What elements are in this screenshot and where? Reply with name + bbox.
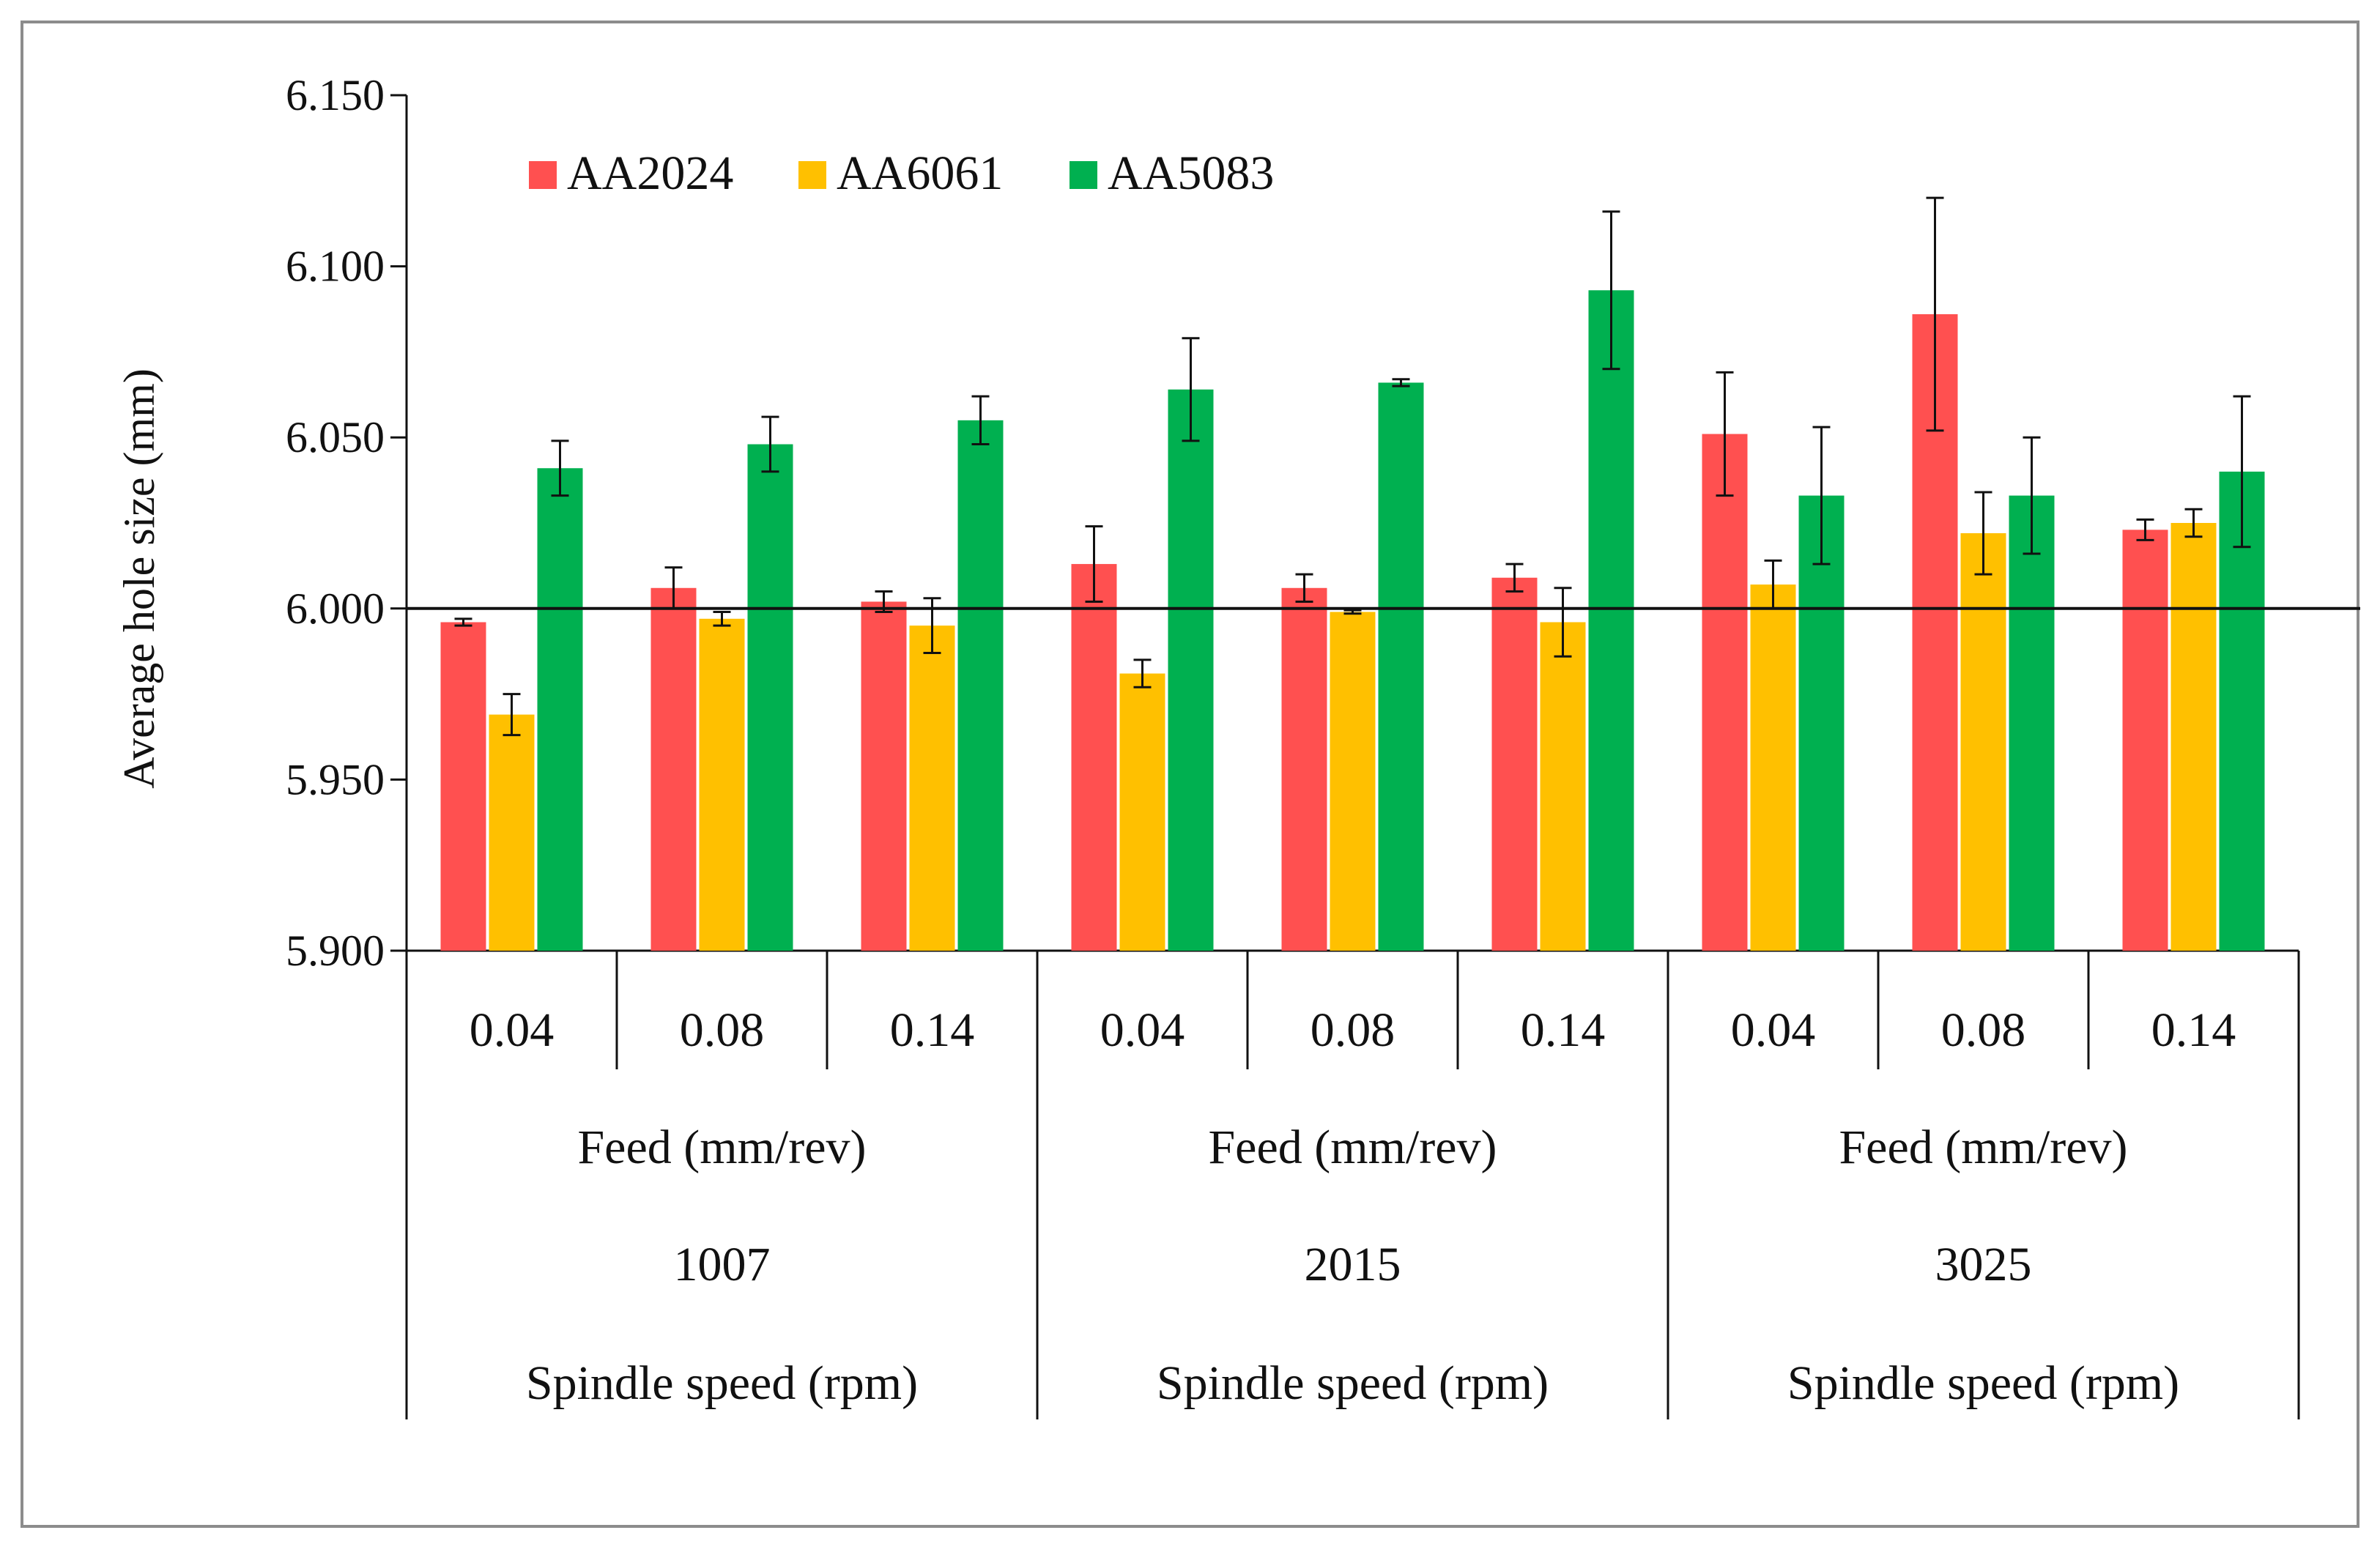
bar-aa6061: [1330, 612, 1376, 951]
bar-aa5083: [1168, 389, 1214, 951]
bar-aa2024: [440, 622, 486, 951]
error-bars-layer: [454, 196, 2251, 737]
bar-aa6061: [699, 618, 745, 951]
spindle-speed-axis-label: Spindle speed (rpm): [1157, 1356, 1549, 1410]
bar-aa5083: [1378, 382, 1424, 951]
feed-tick-label: 0.04: [470, 1003, 555, 1057]
bar-aa6061: [1750, 584, 1796, 951]
y-tick-label: 6.150: [286, 71, 385, 119]
feed-tick-label: 0.14: [1521, 1003, 1606, 1057]
y-tick-label: 6.100: [286, 242, 385, 291]
spindle-speed-value: 3025: [1935, 1238, 2032, 1291]
bar-aa2024: [861, 601, 907, 951]
spindle-speed-axis-label: Spindle speed (rpm): [526, 1356, 918, 1410]
y-tick-label: 5.950: [286, 755, 385, 803]
legend-label-aa2024: AA2024: [567, 146, 733, 200]
bar-aa2024: [1071, 564, 1117, 951]
spindle-speed-value: 1007: [674, 1238, 771, 1291]
legend-swatch-aa6061: [798, 161, 826, 189]
bar-aa6061: [1540, 622, 1586, 951]
bar-aa5083: [2009, 495, 2055, 951]
y-ticks: 5.900 5.950 6.000 6.050 6.100 6.150: [286, 71, 407, 975]
y-tick-label: 5.900: [286, 927, 385, 975]
feed-axis-label: Feed (mm/rev): [1208, 1121, 1497, 1174]
bar-aa6061: [909, 625, 955, 951]
bar-aa2024: [2122, 530, 2168, 951]
bar-aa6061: [489, 714, 535, 951]
feed-axis-label: Feed (mm/rev): [577, 1121, 866, 1174]
legend-swatch-aa5083: [1069, 161, 1097, 189]
bar-aa2024: [650, 587, 697, 951]
feed-tick-label: 0.08: [1311, 1003, 1395, 1057]
y-axis-title: Average hole size (mm): [115, 368, 163, 789]
feed-tick-label: 0.04: [1100, 1003, 1185, 1057]
legend-label-aa6061: AA6061: [837, 146, 1003, 200]
feed-tick-label: 0.08: [680, 1003, 765, 1057]
y-tick-label: 6.050: [286, 413, 385, 461]
bar-aa6061: [2170, 523, 2217, 951]
bar-aa6061: [1960, 533, 2006, 951]
bar-aa5083: [747, 444, 793, 951]
bar-aa5083: [1798, 495, 1845, 951]
bar-aa6061: [1119, 673, 1165, 951]
y-tick-label: 6.000: [286, 584, 385, 633]
bar-aa2024: [1281, 587, 1327, 951]
feed-tick-label: 0.08: [1941, 1003, 2026, 1057]
bar-aa5083: [537, 468, 583, 951]
feed-tick-label: 0.14: [2151, 1003, 2236, 1057]
legend-label-aa5083: AA5083: [1108, 146, 1274, 200]
bar-aa5083: [1588, 290, 1634, 951]
spindle-speed-axis-label: Spindle speed (rpm): [1787, 1356, 2179, 1410]
x-axis-table: 0.04 0.08 0.14 0.04 0.08 0.14 0.04 0.08 0.14 Feed…: [405, 951, 2300, 1419]
legend-swatch-aa2024: [529, 161, 557, 189]
bar-aa2024: [1491, 577, 1538, 951]
feed-tick-label: 0.14: [890, 1003, 975, 1057]
bar-aa5083: [957, 420, 1004, 951]
bar-aa2024: [1702, 434, 1748, 951]
legend: AA2024 AA6061 AA5083: [529, 146, 1274, 200]
bars-layer: [440, 290, 2265, 951]
feed-axis-label: Feed (mm/rev): [1839, 1121, 2127, 1174]
spindle-speed-value: 2015: [1305, 1238, 1401, 1291]
bar-aa5083: [2219, 471, 2265, 951]
feed-tick-label: 0.04: [1731, 1003, 1816, 1057]
